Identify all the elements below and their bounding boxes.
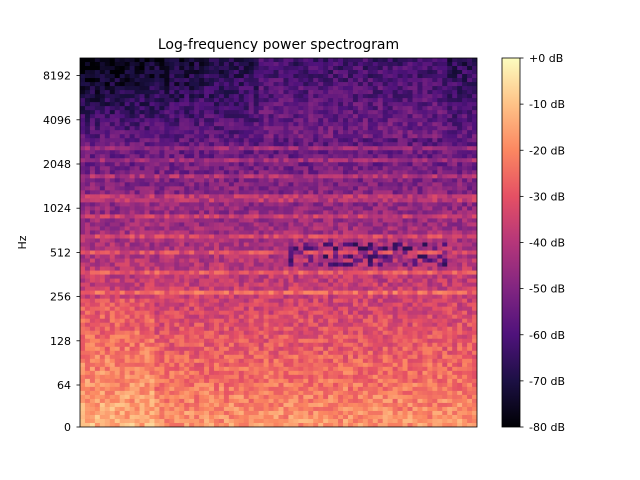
y-axis-label: Hz	[16, 235, 29, 249]
colorbar-tick-label: -40 dB	[529, 237, 565, 250]
y-axis-ticks: 0 64 128 256 512 1024 2048 4096 8192	[43, 70, 80, 434]
chart-title: Log-frequency power spectrogram	[158, 37, 399, 53]
y-tick-label: 1024	[43, 202, 71, 215]
y-tick-label: 512	[50, 246, 71, 259]
y-tick-label: 8192	[43, 70, 71, 83]
y-tick-label: 0	[64, 421, 71, 434]
colorbar-tick-label: -20 dB	[529, 144, 565, 157]
spectrogram-cells	[80, 58, 477, 427]
y-tick-label: 256	[50, 291, 71, 304]
colorbar-ticks: +0 dB -10 dB -20 dB -30 dB -40 dB -50 dB -60 d…	[520, 52, 565, 434]
colorbar-tick-label: -50 dB	[529, 283, 565, 296]
plot-frame	[79, 57, 478, 428]
colorbar-tick-label: -10 dB	[529, 98, 565, 111]
colorbar	[501, 57, 521, 428]
colorbar-tick-label: -30 dB	[529, 190, 565, 203]
colorbar-tick-label: -80 dB	[529, 421, 565, 434]
colorbar-tick-label: +0 dB	[529, 52, 563, 65]
y-tick-label: 128	[50, 335, 71, 348]
colorbar-tick-label: -60 dB	[529, 329, 565, 342]
spectrogram-area	[80, 58, 477, 427]
y-tick-label: 2048	[43, 158, 71, 171]
colorbar-tick-label: -70 dB	[529, 375, 565, 388]
y-tick-label: 64	[57, 379, 71, 392]
y-tick-label: 4096	[43, 114, 71, 127]
